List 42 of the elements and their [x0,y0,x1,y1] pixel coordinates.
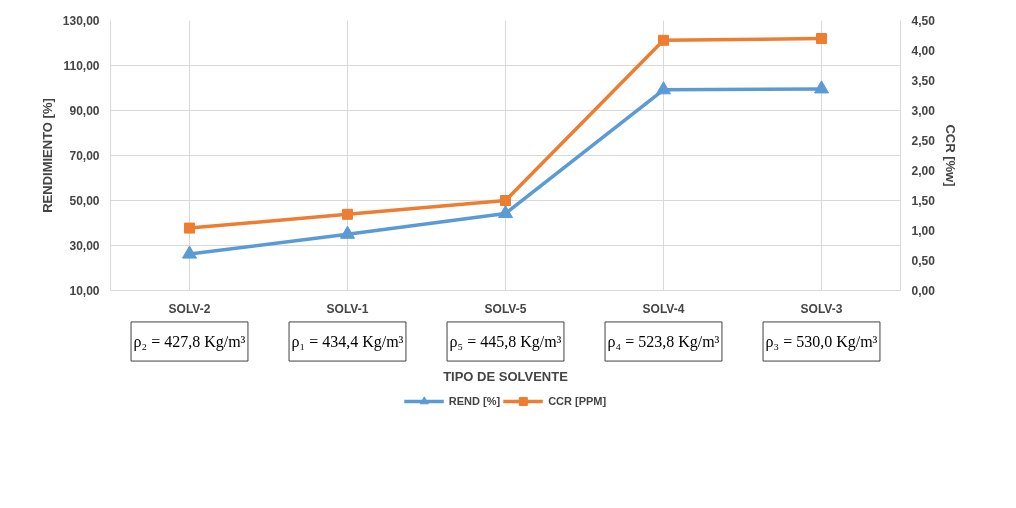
y-tick-label: 90,00 [69,104,100,118]
y-tick-label: 70,00 [69,149,100,163]
point [500,195,511,206]
point [182,245,197,259]
text: ρ₁ = 434,4 Kg/m³ [291,333,404,351]
y-tick-label: 50,00 [69,194,100,208]
point [498,204,513,219]
y2-tick-label: 1,50 [911,194,936,208]
point [816,33,827,44]
x-tick-label: SOLV-2 [168,301,211,316]
legend-label: REND [%] [448,395,501,407]
x-tick-label: SOLV-3 [800,301,843,316]
text: ρ₄ = 523,8 Kg/m³ [607,333,720,351]
y2-tick-label: 3,50 [911,74,936,88]
y-tick-label: 130,00 [62,14,100,28]
point [184,222,195,234]
y2-axis-title: CCR [%w] [942,124,958,187]
point [656,81,671,95]
y2-tick-label: 3,00 [911,104,936,118]
x-axis-title: TIPO DE SOLVENTE [443,368,569,384]
text: ρ₂ = 427,8 Kg/m³ [133,333,246,351]
text: ρ₅ = 445,8 Kg/m³ [449,333,562,351]
point [342,208,353,220]
point [658,34,669,46]
y2-tick-label: 2,00 [911,164,936,178]
point [814,80,829,94]
legend-label: CCR [PPM] [548,395,607,407]
y-axis-title: RENDIMIENTO [%] [39,98,55,213]
y2-tick-label: 2,50 [911,134,936,148]
y2-tick-label: 4,50 [911,14,936,28]
y2-tick-label: 0,50 [911,254,936,268]
y-tick-label: 30,00 [69,239,100,253]
y2-tick-label: 0,00 [911,284,936,298]
y2-tick-label: 1,00 [911,224,936,238]
y-tick-label: 110,00 [63,59,100,73]
x-tick-label: SOLV-1 [326,301,369,316]
y-tick-label: 10,00 [69,284,100,298]
x-tick-label: SOLV-4 [642,301,685,316]
y2-tick-label: 4,00 [911,44,936,58]
text: ρ₃ = 530,0 Kg/m³ [765,333,878,351]
point [340,225,355,239]
x-tick-label: SOLV-5 [484,301,527,316]
